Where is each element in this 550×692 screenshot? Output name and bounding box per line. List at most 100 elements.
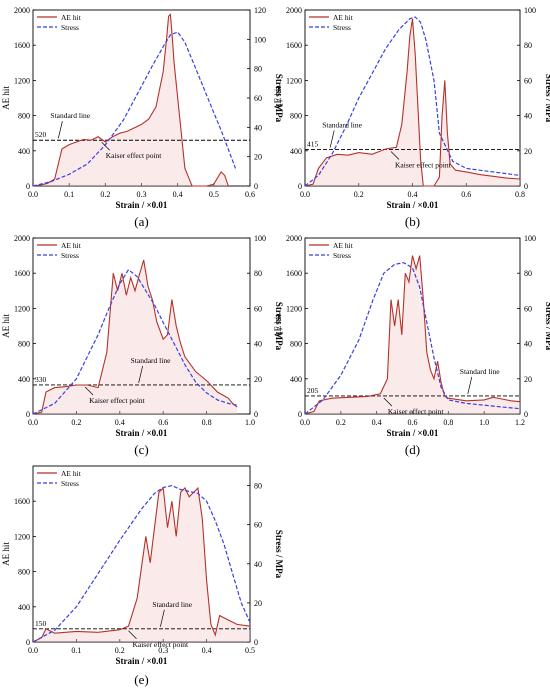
ae-hit-line xyxy=(32,486,251,643)
x-axis-label: Strain / ×0.01 xyxy=(116,656,168,666)
y-left-tick-label: 1200 xyxy=(286,304,302,313)
y-right-tick-label: 120 xyxy=(254,6,266,15)
y-right-tick-label: 80 xyxy=(254,482,262,491)
x-tick-label: 0.0 xyxy=(28,646,38,655)
ae-hit-area xyxy=(33,14,229,187)
stress-line xyxy=(304,261,521,415)
stress-line xyxy=(32,484,251,643)
y-right-axis-label: Stress / MPa xyxy=(274,530,284,579)
y-left-tick-label: 0 xyxy=(298,182,302,191)
x-tick-label: 0.4 xyxy=(408,190,418,199)
legend-stress-label: Stress xyxy=(333,251,351,260)
y-left-tick-label: 0 xyxy=(26,410,30,419)
chart-panel-5: 0.0 0.1 0.2 0.3 0.4 0.50400800120016000204060… xyxy=(1,465,284,687)
y-left-tick-label: 1200 xyxy=(286,76,302,85)
standard-line-arrow xyxy=(58,121,63,139)
y-right-tick-label: 40 xyxy=(524,340,532,349)
y-left-tick-label: 800 xyxy=(290,340,302,349)
chart-panel-3: 0.0 0.2 0.4 0.6 0.8 1.00400800120016002000020… xyxy=(1,234,284,457)
x-axis-label: Strain / ×0.01 xyxy=(116,428,168,438)
y-right-tick-label: 0 xyxy=(524,182,528,191)
y-right-tick-label: 20 xyxy=(524,147,532,156)
y-right-tick-label: 100 xyxy=(254,35,266,44)
y-left-tick-label: 800 xyxy=(18,568,30,577)
standard-line-arrow xyxy=(160,609,165,627)
panel-label: (d) xyxy=(405,442,420,457)
x-tick-label: 0.6 xyxy=(408,418,418,427)
y-right-tick-label: 80 xyxy=(254,65,262,74)
x-tick-label: 1.0 xyxy=(245,418,255,427)
ae-hit-area xyxy=(305,255,520,414)
y-left-tick-label: 1600 xyxy=(286,269,302,278)
kaiser-effect-label: Kaiser effect point xyxy=(388,407,445,416)
y-right-tick-label: 60 xyxy=(524,304,532,313)
standard-line-arrow xyxy=(329,130,335,148)
y-left-axis-label: AE hit xyxy=(273,314,283,338)
stress-line xyxy=(32,268,238,415)
x-tick-label: 0.8 xyxy=(515,190,525,199)
panel-label: (c) xyxy=(134,442,148,457)
y-left-tick-label: 400 xyxy=(18,603,30,612)
x-tick-label: 0.3 xyxy=(137,190,147,199)
x-tick-label: 1.0 xyxy=(479,418,489,427)
x-tick-label: 0.0 xyxy=(300,418,310,427)
y-left-tick-label: 1200 xyxy=(14,532,30,541)
x-tick-label: 0.0 xyxy=(300,190,310,199)
y-right-axis-label: Stress / MPa xyxy=(274,302,284,351)
x-axis-label: Strain / ×0.01 xyxy=(387,200,439,210)
x-tick-label: 0.4 xyxy=(372,418,382,427)
kaiser-effect-label: Kaiser effect point xyxy=(395,160,452,169)
ae-hit-line xyxy=(304,18,521,187)
y-left-tick-label: 1600 xyxy=(14,41,30,50)
x-axis-label: Strain / ×0.01 xyxy=(387,428,439,438)
standard-line-arrow xyxy=(138,365,143,384)
legend-ae-label: AE hit xyxy=(61,469,82,478)
standard-line-label: Standard line xyxy=(460,367,500,376)
x-tick-label: 0.0 xyxy=(28,418,38,427)
chart-panel-1: 0.0 0.1 0.2 0.3 0.4 0.5 0.60400800120016002000… xyxy=(1,6,284,229)
standard-line-value: 520 xyxy=(35,130,47,139)
y-left-tick-label: 400 xyxy=(290,375,302,384)
kaiser-effect-arrow xyxy=(390,151,400,160)
y-right-tick-label: 100 xyxy=(524,6,536,15)
x-tick-label: 0.6 xyxy=(461,190,471,199)
panel-label: (b) xyxy=(405,214,420,229)
x-tick-label: 0.4 xyxy=(202,646,212,655)
y-right-axis-label: Stress / MPa xyxy=(544,302,550,351)
y-right-axis-label: Stress / MPa xyxy=(274,74,284,123)
y-right-tick-label: 0 xyxy=(254,182,258,191)
x-tick-label: 0.6 xyxy=(245,190,255,199)
x-tick-label: 0.5 xyxy=(245,646,255,655)
y-right-tick-label: 20 xyxy=(254,153,262,162)
ae-hit-area xyxy=(33,260,237,414)
x-tick-label: 0.1 xyxy=(71,646,81,655)
y-right-tick-label: 100 xyxy=(524,234,536,243)
panel-label: (e) xyxy=(134,672,148,687)
legend-ae-label: AE hit xyxy=(333,241,354,250)
stress-line xyxy=(32,31,237,187)
x-tick-label: 0.3 xyxy=(158,646,168,655)
ae-hit-line xyxy=(32,13,229,187)
y-left-axis-label: AE hit xyxy=(273,86,283,110)
y-left-tick-label: 2000 xyxy=(286,6,302,15)
x-tick-label: 0.2 xyxy=(71,418,81,427)
plot-frame xyxy=(32,465,251,643)
x-tick-label: 0.2 xyxy=(100,190,110,199)
legend-stress-label: Stress xyxy=(61,23,79,32)
x-tick-label: 0.1 xyxy=(64,190,74,199)
ae-hit-area xyxy=(305,18,520,186)
y-right-tick-label: 0 xyxy=(254,410,258,419)
standard-line-value: 330 xyxy=(35,375,47,384)
y-left-tick-label: 1600 xyxy=(286,41,302,50)
kaiser-effect-arrow xyxy=(84,386,94,396)
standard-line-label: Standard line xyxy=(50,111,90,120)
y-right-tick-label: 20 xyxy=(254,599,262,608)
ae-hit-line xyxy=(32,259,238,415)
standard-line-value: 205 xyxy=(307,386,319,395)
x-tick-label: 0.5 xyxy=(209,190,219,199)
standard-line-value: 415 xyxy=(307,139,319,148)
y-left-tick-label: 0 xyxy=(298,410,302,419)
legend-ae-label: AE hit xyxy=(333,13,354,22)
x-tick-label: 0.2 xyxy=(115,646,125,655)
y-left-tick-label: 0 xyxy=(26,182,30,191)
